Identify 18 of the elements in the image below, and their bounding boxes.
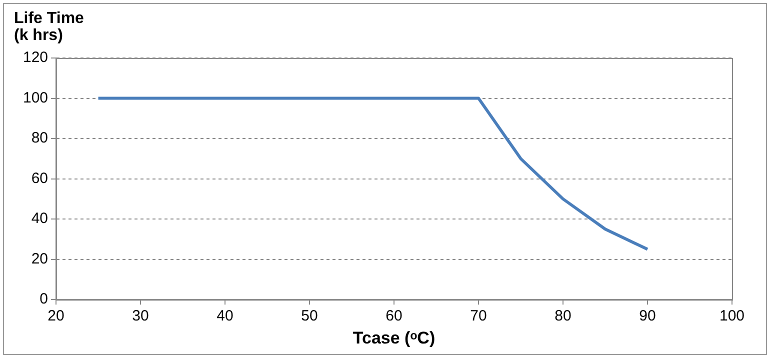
x-tick-label: 70 xyxy=(470,308,487,325)
x-tick-label: 100 xyxy=(719,308,745,325)
x-axis-title: Tcase (ᵒC) xyxy=(352,328,436,348)
x-tick-label: 30 xyxy=(132,308,149,325)
y-axis-title: Life Time (k hrs) xyxy=(14,10,85,44)
x-tick-label: 90 xyxy=(639,308,656,325)
y-tick-label: 40 xyxy=(31,210,48,228)
x-tick-label: 20 xyxy=(48,308,64,325)
x-tick-label: 80 xyxy=(554,308,572,325)
y-tick-label: 20 xyxy=(31,250,48,268)
x-tick-label: 50 xyxy=(301,308,318,325)
y-tick-label: 100 xyxy=(22,89,48,106)
y-tick-label: 0 xyxy=(40,290,48,308)
x-tick-label: 40 xyxy=(216,308,234,325)
y-tick-label: 120 xyxy=(22,49,48,66)
y-tick-label: 80 xyxy=(31,130,48,147)
y-tick-label: 60 xyxy=(31,170,48,187)
x-tick-label: 60 xyxy=(386,308,402,325)
